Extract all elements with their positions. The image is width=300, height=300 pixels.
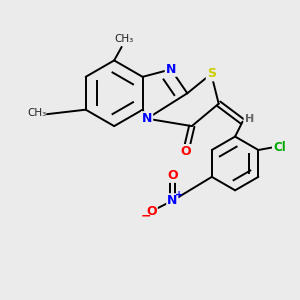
Text: H: H xyxy=(244,114,254,124)
Text: N: N xyxy=(142,112,152,125)
Text: CH₃: CH₃ xyxy=(28,108,47,118)
Text: S: S xyxy=(207,68,216,80)
Text: +: + xyxy=(175,190,183,200)
Text: N: N xyxy=(167,194,178,207)
Text: CH₃: CH₃ xyxy=(114,34,134,44)
Text: O: O xyxy=(181,145,191,158)
Text: O: O xyxy=(167,169,178,182)
Text: −: − xyxy=(140,209,151,222)
Text: Cl: Cl xyxy=(273,140,286,154)
Text: N: N xyxy=(166,63,176,76)
Text: O: O xyxy=(146,205,157,218)
